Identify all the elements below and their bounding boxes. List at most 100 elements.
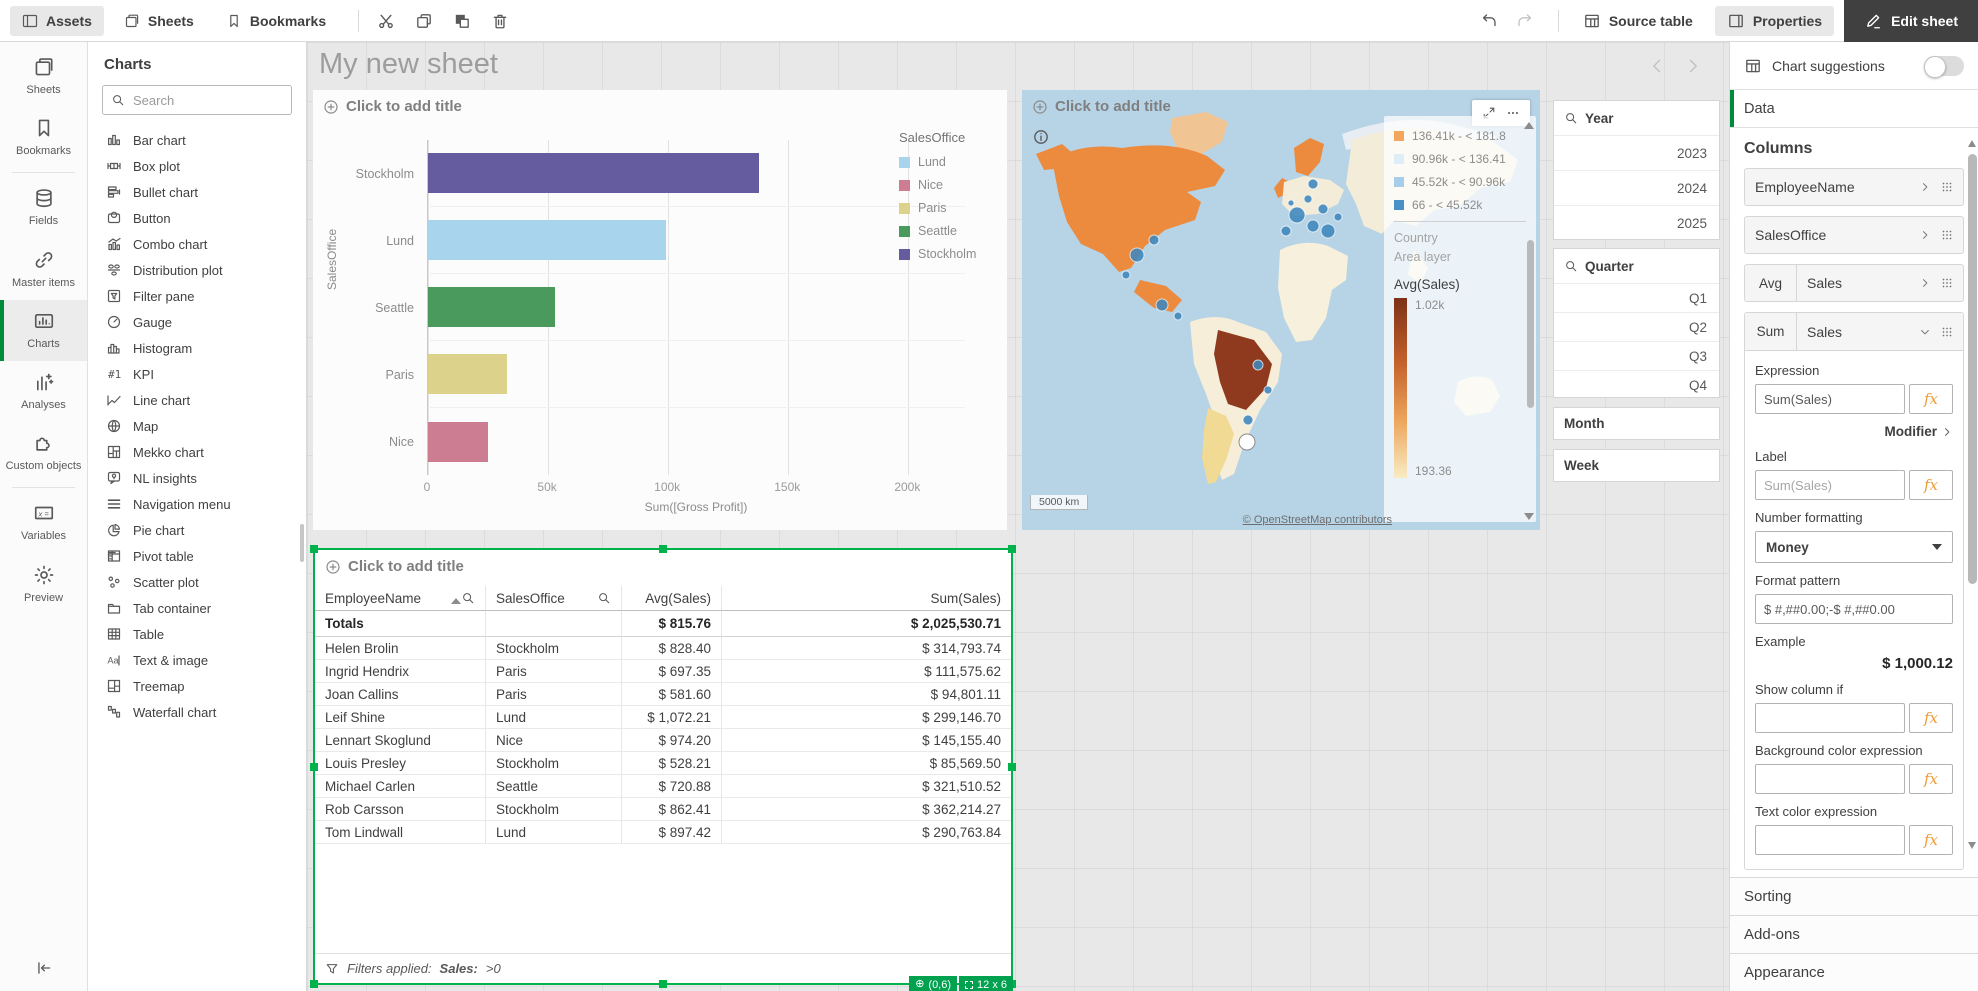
redo-button[interactable] xyxy=(1510,6,1540,36)
bar-chart-object[interactable]: Click to add title SalesOffice Stockholm… xyxy=(313,90,1007,530)
chart-type-map-globe[interactable]: Map xyxy=(88,413,306,439)
filter-value-q3[interactable]: Q3 xyxy=(1554,341,1719,370)
legend-item-paris[interactable]: Paris xyxy=(899,201,999,215)
chart-type-line-chart[interactable]: Line chart xyxy=(88,387,306,413)
legend-item-lund[interactable]: Lund xyxy=(899,155,999,169)
chart-type-waterfall-chart[interactable]: Waterfall chart xyxy=(88,699,306,725)
legend-item-stockholm[interactable]: Stockholm xyxy=(899,247,999,261)
chart-type-treemap[interactable]: Treemap xyxy=(88,673,306,699)
sidebar-item-variables[interactable]: x = Variables xyxy=(0,492,87,553)
section-addons[interactable]: Add-ons xyxy=(1730,915,1978,953)
column-card-salesoffice[interactable]: SalesOffice xyxy=(1744,216,1964,254)
legend-item-seattle[interactable]: Seattle xyxy=(899,224,999,238)
section-sorting[interactable]: Sorting xyxy=(1730,877,1978,915)
table-row[interactable]: Louis Presley Stockholm $ 528.21 $ 85,569.5… xyxy=(315,752,1011,775)
column-header-employeename[interactable]: EmployeeName xyxy=(315,586,486,611)
filter-value-2024[interactable]: 2024 xyxy=(1554,170,1719,205)
chart-type-tab-container[interactable]: Tab container xyxy=(88,595,306,621)
column-card-sum-sales[interactable]: Sum Sales xyxy=(1745,313,1963,351)
sidebar-item-analyses[interactable]: Analyses xyxy=(0,361,87,422)
drag-handle-icon[interactable] xyxy=(1940,325,1954,339)
sidebar-item-custom-objects[interactable]: Custom objects xyxy=(0,422,87,483)
chart-type-distribution-plot[interactable]: Distribution plot xyxy=(88,257,306,283)
tab-sheets[interactable]: Sheets xyxy=(112,6,206,36)
resize-handle[interactable] xyxy=(659,980,667,988)
map-attribution-link[interactable]: © OpenStreetMap contributors xyxy=(1242,514,1392,526)
cut-button[interactable] xyxy=(371,6,401,36)
table-row[interactable]: Ingrid Hendrix Paris $ 697.35 $ 111,575.62 xyxy=(315,660,1011,683)
edit-sheet-button[interactable]: Edit sheet xyxy=(1844,0,1978,42)
text-color-fx-button[interactable]: fx xyxy=(1909,825,1953,855)
chart-type-filter-pane[interactable]: Filter pane xyxy=(88,283,306,309)
column-header-salesoffice[interactable]: SalesOffice xyxy=(486,586,622,611)
label-input[interactable] xyxy=(1755,470,1905,500)
chevron-right-icon[interactable] xyxy=(1683,56,1703,76)
table-row[interactable]: Leif Shine Lund $ 1,072.21 $ 299,146.70 xyxy=(315,706,1011,729)
chart-type-text-image[interactable]: Aa Text & image xyxy=(88,647,306,673)
add-title-button[interactable]: Click to add title xyxy=(323,98,462,115)
chart-type-nl-insights[interactable]: NL insights xyxy=(88,465,306,491)
resize-handle[interactable] xyxy=(310,545,318,553)
add-title-button[interactable]: Click to add title xyxy=(325,558,464,575)
sidebar-item-fields[interactable]: Fields xyxy=(0,177,87,238)
chart-type-scatter-plot[interactable]: Scatter plot xyxy=(88,569,306,595)
sidebar-item-sheets[interactable]: Sheets xyxy=(0,46,87,107)
filter-pane-quarter[interactable]: Quarter Q1 Q2 Q3 Q4 xyxy=(1553,248,1720,398)
filter-value-q4[interactable]: Q4 xyxy=(1554,370,1719,399)
column-card-avg-sales[interactable]: Avg Sales xyxy=(1744,264,1964,302)
scroll-down-arrow[interactable] xyxy=(1968,842,1976,849)
add-title-button[interactable]: Click to add title xyxy=(1032,98,1171,115)
bar-lund[interactable] xyxy=(428,220,666,260)
map-object[interactable]: Click to add title 136.41k - < 181.8 90.9… xyxy=(1022,90,1540,530)
charts-panel-scrollbar[interactable] xyxy=(300,524,304,562)
properties-scrollbar[interactable] xyxy=(1968,154,1977,584)
column-card-employeename[interactable]: EmployeeName xyxy=(1744,168,1964,206)
scroll-up-arrow[interactable] xyxy=(1968,140,1976,147)
text-color-input[interactable] xyxy=(1755,825,1905,855)
expand-icon[interactable] xyxy=(1482,106,1496,120)
chart-type-mekko-chart[interactable]: Mekko chart xyxy=(88,439,306,465)
number-formatting-select[interactable]: Money xyxy=(1755,531,1953,563)
sidebar-item-master-items[interactable]: Master items xyxy=(0,239,87,300)
filter-pane-year[interactable]: Year 2023 2024 2025 xyxy=(1553,100,1720,240)
source-table-button[interactable]: Source table xyxy=(1571,6,1705,36)
label-fx-button[interactable]: fx xyxy=(1909,470,1953,500)
charts-search-input[interactable] xyxy=(133,92,309,108)
table-row[interactable]: Rob Carsson Stockholm $ 862.41 $ 362,214.27 xyxy=(315,798,1011,821)
bar-nice[interactable] xyxy=(428,421,489,462)
resize-handle[interactable] xyxy=(659,545,667,553)
background-color-fx-button[interactable]: fx xyxy=(1909,764,1953,794)
resize-handle[interactable] xyxy=(310,980,318,988)
search-icon[interactable] xyxy=(1564,259,1578,273)
chart-type-histogram[interactable]: Histogram xyxy=(88,335,306,361)
chart-type-pivot-table[interactable]: Pivot table xyxy=(88,543,306,569)
bar-seattle[interactable] xyxy=(428,287,556,327)
filter-pane-month[interactable]: Month xyxy=(1553,407,1720,440)
table-object-selected[interactable]: Click to add title EmployeeName SalesOffi… xyxy=(310,545,1016,991)
chart-suggestions-toggle[interactable] xyxy=(1924,55,1964,78)
show-column-if-input[interactable] xyxy=(1755,703,1905,733)
chart-type-button[interactable]: Button xyxy=(88,205,306,231)
chevron-left-icon[interactable] xyxy=(1647,56,1667,76)
tab-data[interactable]: Data xyxy=(1730,90,1978,128)
chart-type-pie-chart[interactable]: Pie chart xyxy=(88,517,306,543)
bar-stockholm[interactable] xyxy=(428,153,760,193)
filter-value-q1[interactable]: Q1 xyxy=(1554,283,1719,312)
sidebar-item-charts[interactable]: Charts xyxy=(0,299,87,362)
tab-assets[interactable]: Assets xyxy=(10,5,104,36)
filter-value-2025[interactable]: 2025 xyxy=(1554,205,1719,240)
scroll-down-arrow[interactable] xyxy=(1524,513,1534,520)
legend-item-nice[interactable]: Nice xyxy=(899,178,999,192)
filter-value-2023[interactable]: 2023 xyxy=(1554,135,1719,170)
delete-button[interactable] xyxy=(485,6,515,36)
filter-pane-week[interactable]: Week xyxy=(1553,449,1720,482)
chart-type-bar-chart[interactable]: Bar chart xyxy=(88,127,306,153)
expression-fx-button[interactable]: fx xyxy=(1909,384,1953,414)
sidebar-item-bookmarks[interactable]: Bookmarks xyxy=(0,107,87,168)
legend-scrollbar[interactable] xyxy=(1527,240,1534,408)
sidebar-item-preview[interactable]: Preview xyxy=(0,554,87,615)
table-row[interactable]: Michael Carlen Seattle $ 720.88 $ 321,510.5… xyxy=(315,775,1011,798)
properties-button[interactable]: Properties xyxy=(1714,5,1835,36)
filter-value-q2[interactable]: Q2 xyxy=(1554,312,1719,341)
section-appearance[interactable]: Appearance xyxy=(1730,953,1978,991)
